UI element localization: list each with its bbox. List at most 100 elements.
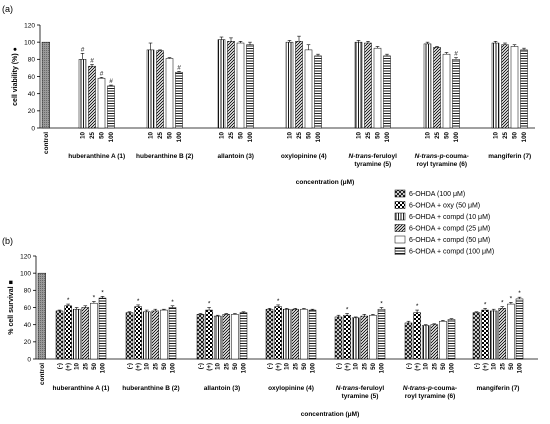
p0-y-tick-label: 80 xyxy=(28,57,36,64)
p0-bar-tick-label: 10 xyxy=(356,131,363,138)
p0-group-label-part: N-trans-p xyxy=(415,153,444,160)
p1-bar-tick-label: (-) xyxy=(198,363,205,369)
p1-bar-tick-label: (-) xyxy=(336,363,343,369)
p1-bar xyxy=(430,324,439,360)
p0-bar-tick-label: 25 xyxy=(434,131,441,138)
legend-swatch xyxy=(394,201,406,209)
p1-y-tick-label: 60 xyxy=(24,305,32,312)
p0-bar xyxy=(354,41,363,129)
p0-bar-tick-label: 10 xyxy=(80,131,87,138)
p0-group-label: mangiferin (7) xyxy=(488,153,531,160)
p0-bar-tick-label: 100 xyxy=(453,131,460,142)
p1-bar-tick-label: 25 xyxy=(82,362,89,369)
legend-entry-label: 6-OHDA + compd (50 μM) xyxy=(409,237,490,244)
p1-bar-tick-label: 10 xyxy=(353,362,360,369)
p1-bar-tick-label: 100 xyxy=(310,362,317,373)
p0-bar-tick-label: 100 xyxy=(384,131,391,142)
p1-bar-tick-label: 50 xyxy=(161,362,168,369)
p1-bar-tick-label: 50 xyxy=(91,362,98,369)
p1-significance-mark: * xyxy=(67,297,70,304)
p0-bar-tick-label: 25 xyxy=(296,131,303,138)
p1-bar-tick-label: 100 xyxy=(170,362,177,373)
p0-bar-tick-label: 25 xyxy=(157,131,164,138)
p0-y-tick-label: 20 xyxy=(28,108,36,115)
p0-bar-tick-label: 25 xyxy=(365,131,372,138)
p0-bar xyxy=(146,49,155,129)
p1-bar-tick-label: (+) xyxy=(275,363,282,371)
p0-y-tick-label: 40 xyxy=(28,91,36,98)
p1-bar xyxy=(351,317,360,360)
p1-significance-mark: * xyxy=(171,299,174,306)
p1-bar-tick-label: (+) xyxy=(414,363,421,371)
p0-group-label: huberanthine A (1) xyxy=(68,153,125,160)
p1-bar-tick-label: 50 xyxy=(301,362,308,369)
p1-significance-mark: * xyxy=(484,301,487,308)
p0-bar xyxy=(364,42,372,129)
p1-significance-mark: * xyxy=(137,298,140,305)
p1-bar-tick-label: (+) xyxy=(206,363,213,371)
p1-significance-mark: * xyxy=(101,289,104,296)
p0-y-tick-label: 100 xyxy=(24,39,35,46)
p1-bar-tick-label: 10 xyxy=(74,362,81,369)
p1-bar-tick-label: 100 xyxy=(100,362,107,373)
p1-bar xyxy=(213,315,222,360)
p1-significance-mark: * xyxy=(510,295,513,302)
p1-y-tick-label: 0 xyxy=(27,356,31,363)
p1-significance-mark: * xyxy=(501,300,504,307)
p1-y-tick-label: 100 xyxy=(20,270,31,277)
legend-swatch xyxy=(394,189,406,198)
p1-y-tick-label: 80 xyxy=(24,288,32,295)
p0-bar xyxy=(304,49,313,129)
p0-bar-tick-label: 10 xyxy=(287,131,294,138)
p1-bar-tick-label: (-) xyxy=(406,363,413,369)
p0-bar xyxy=(217,39,226,129)
p1-bar-tick-label: 25 xyxy=(361,362,368,369)
p1-bar xyxy=(168,307,177,360)
p0-group-label-part: mangiferin (7) xyxy=(488,153,531,160)
p1-group-label: N-trans-p-couma- xyxy=(403,385,457,392)
p0-x-axis-label: concentration (μM) xyxy=(296,179,355,186)
p1-group-label: oxylopinine (4) xyxy=(268,385,314,392)
p1-bar xyxy=(360,315,369,360)
p1-bar xyxy=(239,312,248,360)
p1-group-label: N-trans-feruloyl xyxy=(336,385,385,392)
p0-group-label-line2: tyramine (5) xyxy=(354,161,391,168)
p1-bar-tick-label: 100 xyxy=(379,362,386,373)
p0-bar xyxy=(520,49,528,129)
p1-bar xyxy=(231,314,239,360)
p1-significance-mark: * xyxy=(208,301,211,308)
p1-group-label-line2: tyramine (5) xyxy=(342,393,379,400)
p1-group-label-part: huberanthine A (1) xyxy=(53,385,110,392)
p0-bar xyxy=(452,59,460,129)
p1-group-label-line2: royl tyramine (6) xyxy=(405,393,456,400)
p1-significance-mark: * xyxy=(518,290,521,297)
p0-group-label-part: huberanthine B (2) xyxy=(136,153,193,160)
p0-control-bar xyxy=(41,41,50,129)
p1-bar-tick-label: 50 xyxy=(232,362,239,369)
p1-bar xyxy=(489,310,498,360)
p0-group-label-part: oxylopinine (4) xyxy=(281,153,327,160)
p0-y-tick-label: 0 xyxy=(31,125,35,132)
p0-bar-tick-label: 50 xyxy=(99,131,106,138)
p0-significance-mark: # xyxy=(100,70,104,77)
legend-entry-label: 6-OHDA + compd (10 μM) xyxy=(409,214,490,221)
p1-bar xyxy=(439,320,447,360)
p1-group-label-part: mangiferin (7) xyxy=(477,385,520,392)
p1-bar xyxy=(64,305,72,360)
p0-group-label-part: allantoin (3) xyxy=(218,153,254,160)
p0-bar xyxy=(314,55,322,129)
p0-bar-tick-label: 50 xyxy=(444,131,451,138)
p1-group-label-part: allantoin (3) xyxy=(204,385,240,392)
panel-a-chart: 0 20 40 60 80 100 120 cell viability (%) ● contr… xyxy=(12,22,535,186)
p1-bar xyxy=(377,308,386,360)
p1-bar xyxy=(142,311,151,360)
p1-bar-tick-label: 100 xyxy=(241,362,248,373)
p1-bar-tick-label: 25 xyxy=(223,362,230,369)
p1-bar-tick-label: 50 xyxy=(508,362,515,369)
legend-entry-label: 6-OHDA + compd (25 μM) xyxy=(409,226,490,233)
p0-significance-mark: # xyxy=(454,51,458,58)
p0-bar-tick-label: 100 xyxy=(247,131,254,142)
p0-group-label: huberanthine B (2) xyxy=(136,153,193,160)
p0-bar xyxy=(373,47,382,129)
